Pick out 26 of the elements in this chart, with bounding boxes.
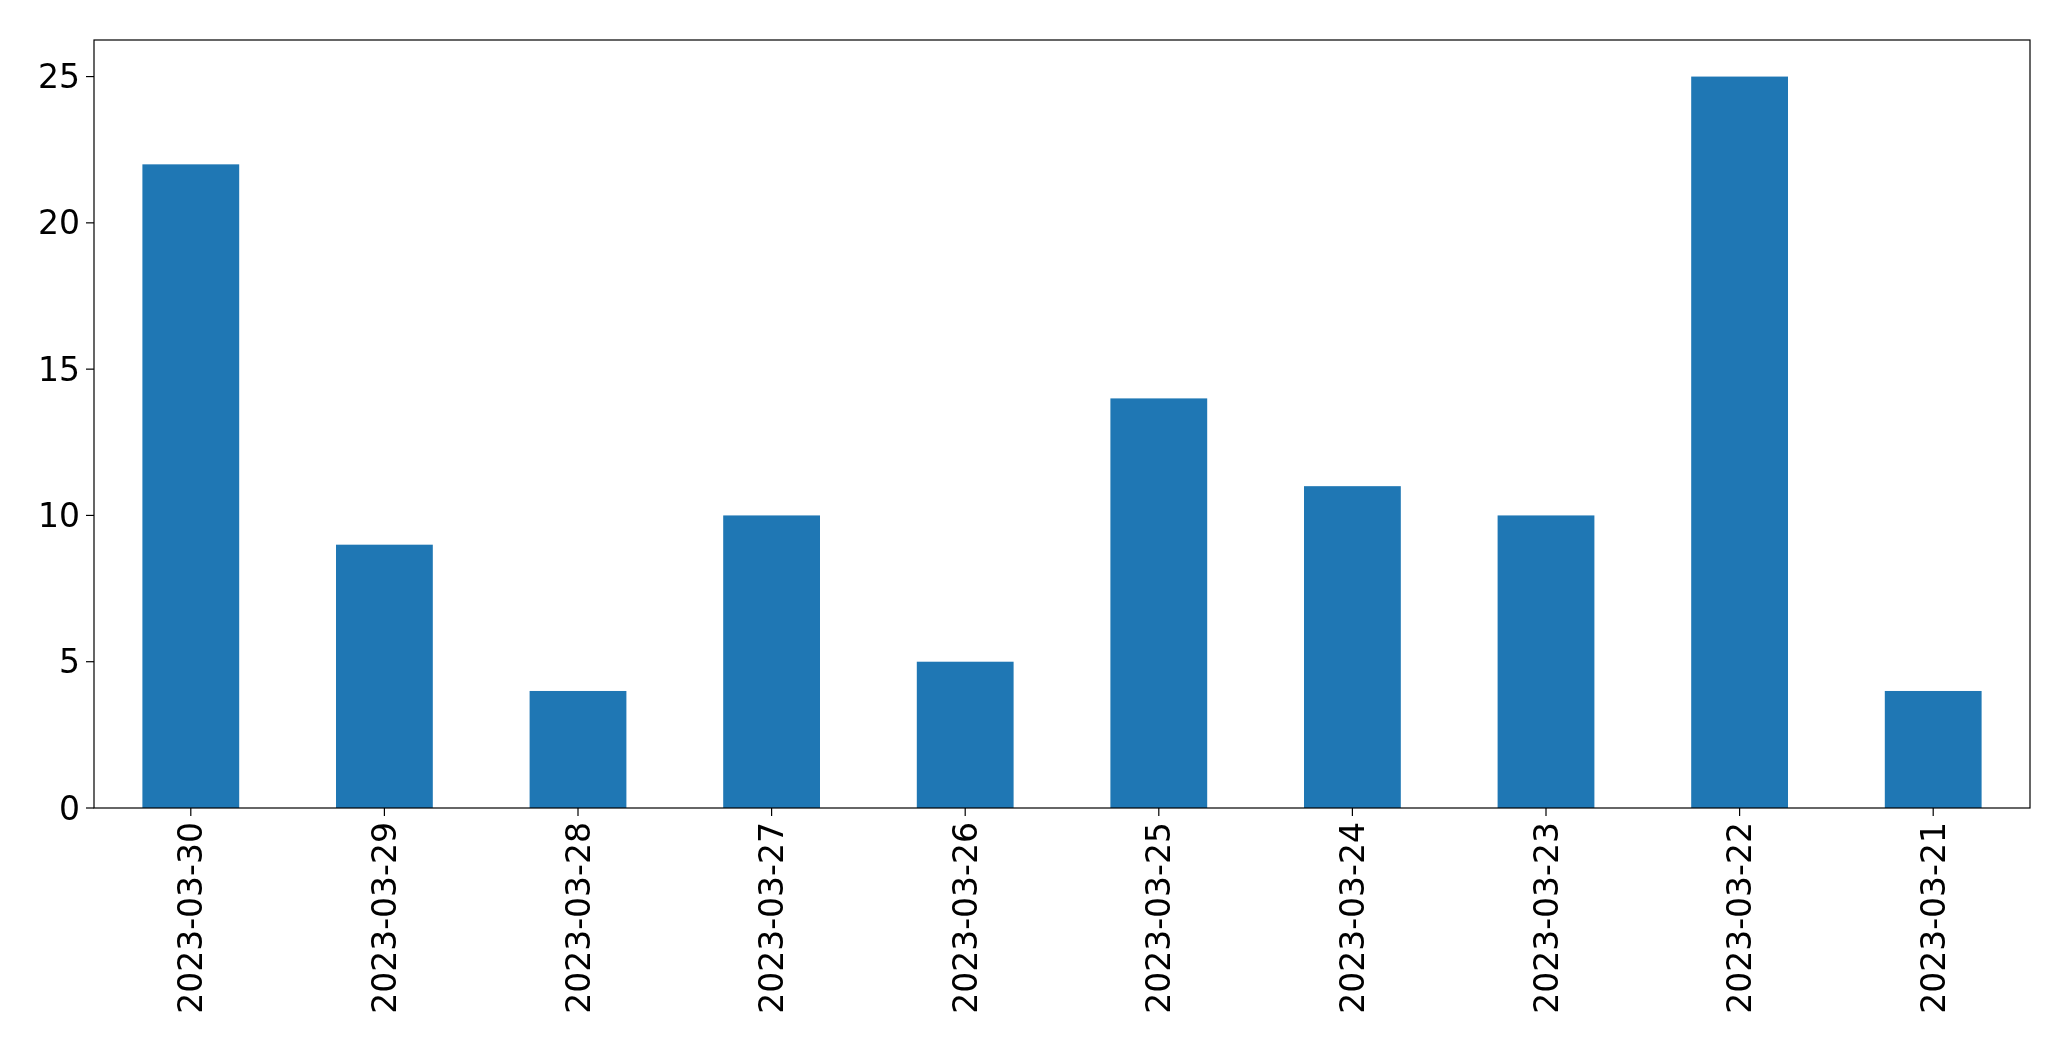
- bar: [1110, 398, 1208, 808]
- x-tick-label: 2023-03-21: [1913, 822, 1953, 1014]
- x-tick-label: 2023-03-29: [364, 822, 404, 1014]
- bar: [916, 661, 1014, 808]
- y-tick-label: 15: [38, 349, 80, 389]
- x-tick-label: 2023-03-30: [171, 822, 211, 1014]
- x-tick-label: 2023-03-23: [1526, 822, 1566, 1014]
- x-tick-label: 2023-03-27: [752, 822, 792, 1014]
- bar: [1497, 515, 1595, 808]
- y-tick-label: 20: [38, 203, 80, 243]
- x-tick-label: 2023-03-22: [1720, 822, 1760, 1014]
- x-tick-label: 2023-03-25: [1139, 822, 1179, 1014]
- x-tick-label: 2023-03-26: [945, 822, 985, 1014]
- bar: [1884, 690, 1982, 808]
- x-tick-label: 2023-03-24: [1332, 822, 1372, 1014]
- bar: [142, 164, 240, 808]
- bar: [529, 690, 627, 808]
- bar: [1304, 486, 1401, 808]
- bar: [336, 544, 433, 808]
- x-tick-label: 2023-03-28: [558, 822, 598, 1014]
- bar: [1691, 76, 1788, 808]
- bar: [723, 515, 820, 808]
- y-tick-label: 5: [59, 642, 80, 682]
- y-tick-label: 10: [38, 495, 80, 535]
- y-tick-label: 25: [38, 57, 80, 97]
- y-tick-label: 0: [59, 788, 80, 828]
